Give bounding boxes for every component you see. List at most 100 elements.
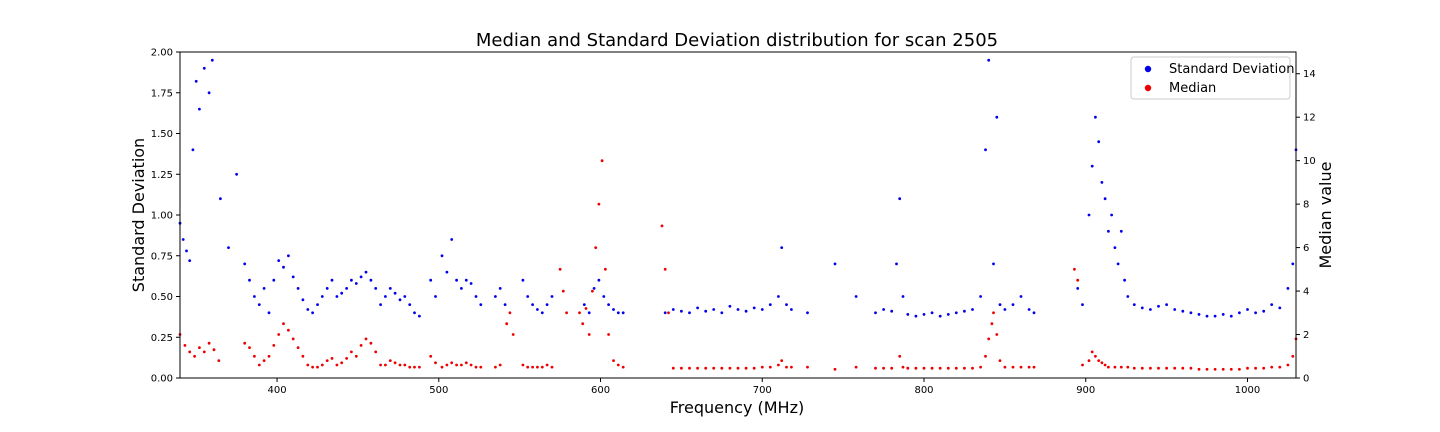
data-point (1126, 365, 1130, 369)
data-point (188, 259, 192, 262)
legend-label-standard-deviation: Standard Deviation (1169, 62, 1294, 77)
data-point (854, 295, 858, 298)
data-point (403, 295, 407, 298)
data-point (429, 278, 433, 282)
data-point (325, 287, 329, 290)
data-point (469, 282, 473, 285)
data-point (946, 313, 950, 316)
data-point (1173, 366, 1177, 370)
data-point (597, 278, 601, 282)
data-point (984, 148, 987, 152)
data-point (374, 287, 378, 290)
data-point (1073, 267, 1076, 271)
data-point (720, 366, 724, 370)
data-point (1119, 229, 1123, 233)
data-point (987, 337, 991, 341)
data-point (359, 344, 363, 347)
data-point (526, 365, 530, 369)
data-point (777, 295, 780, 298)
data-point (335, 295, 339, 298)
data-point (728, 366, 732, 370)
data-point (1149, 366, 1152, 370)
legend-marker-standard-deviation (1144, 65, 1152, 73)
data-point (914, 366, 918, 370)
y-tick-label: 1.25 (151, 170, 173, 181)
data-point (688, 311, 691, 315)
data-point (1110, 213, 1113, 217)
data-point (340, 361, 344, 365)
data-point (984, 354, 987, 358)
data-point (282, 265, 285, 269)
data-point (898, 197, 902, 201)
data-point (833, 367, 837, 371)
data-point (217, 359, 221, 362)
data-point (445, 270, 449, 274)
data-point (680, 309, 683, 313)
data-point (971, 308, 974, 311)
data-point (971, 366, 974, 370)
data-point (257, 363, 261, 367)
data-point (1197, 313, 1201, 316)
data-point (890, 309, 894, 313)
data-point (584, 307, 588, 310)
data-point (277, 333, 281, 336)
data-point (296, 346, 300, 349)
data-point (728, 304, 732, 308)
data-point (1087, 213, 1091, 217)
data-point (306, 308, 310, 311)
data-point (901, 365, 905, 369)
data-point (398, 298, 402, 302)
data-point (768, 365, 772, 369)
data-point (992, 311, 995, 315)
data-point (1081, 363, 1084, 367)
data-point (696, 366, 699, 370)
data-point (253, 295, 256, 298)
x-tick-label: 600 (591, 385, 610, 396)
data-point (1149, 308, 1152, 311)
data-point (777, 363, 780, 367)
data-point (558, 267, 562, 271)
data-point (207, 341, 211, 345)
data-point (219, 197, 222, 201)
series-standard-deviation (178, 58, 1298, 318)
data-point (600, 159, 604, 163)
y2-tick-label: 12 (1303, 113, 1316, 124)
y-tick-label: 1.75 (151, 88, 173, 99)
data-point (790, 365, 793, 369)
data-point (1027, 365, 1031, 369)
y-axis-right: 0 2 4 6 8 10 12 14 (1296, 69, 1316, 385)
data-point (262, 287, 266, 290)
data-point (536, 308, 539, 311)
data-point (262, 359, 266, 362)
y-tick-label: 1.50 (151, 129, 173, 140)
data-point (1107, 365, 1110, 369)
data-point (291, 275, 295, 279)
data-point (922, 313, 926, 316)
data-point (479, 365, 483, 369)
data-point (882, 308, 885, 311)
data-point (998, 303, 1002, 306)
data-point (594, 246, 598, 250)
data-point (780, 246, 784, 250)
data-point (540, 311, 544, 315)
data-point (181, 238, 185, 241)
data-point (364, 270, 368, 274)
data-point (930, 311, 934, 315)
data-point (1011, 303, 1015, 306)
data-point (345, 357, 348, 360)
data-point (963, 309, 966, 313)
data-point (736, 308, 740, 311)
data-point (277, 259, 281, 262)
data-point (1205, 367, 1209, 371)
data-point (990, 322, 994, 326)
data-point (1291, 262, 1295, 266)
data-point (760, 308, 764, 311)
data-point (1100, 361, 1104, 365)
data-point (1213, 367, 1217, 371)
data-point (450, 361, 454, 365)
data-point (429, 354, 433, 358)
data-point (460, 363, 463, 367)
data-point (445, 363, 449, 367)
data-point (325, 359, 329, 362)
